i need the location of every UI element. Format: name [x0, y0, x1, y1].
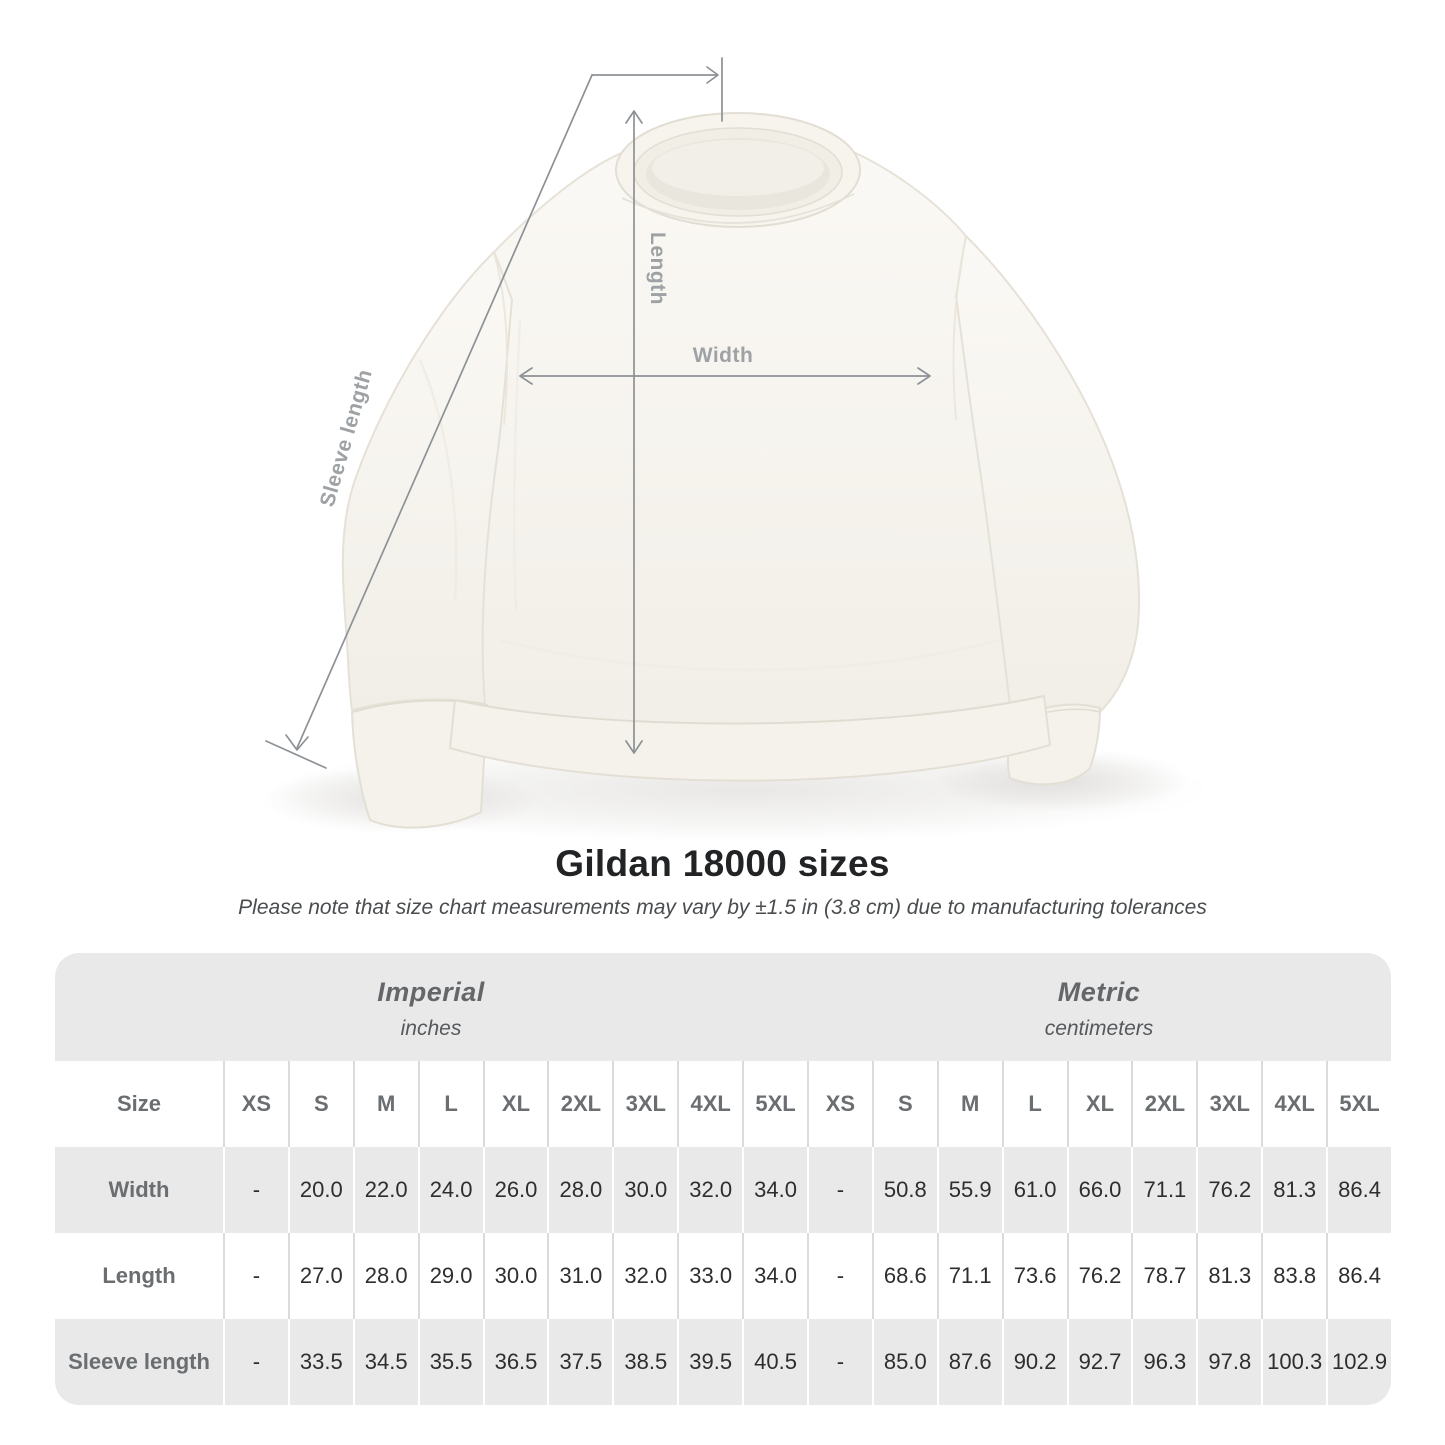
table-cell: 34.0 [742, 1147, 807, 1233]
size-header-cell: 4XL [677, 1061, 742, 1147]
size-header-cell: S [287, 1061, 353, 1147]
table-cell: 86.4 [1326, 1147, 1391, 1233]
table-cell: 40.5 [742, 1319, 807, 1405]
table-cell: - [806, 1319, 872, 1405]
size-header-cell: M [936, 1061, 1002, 1147]
table-cell: 37.5 [547, 1319, 613, 1405]
table-cell: 30.0 [612, 1147, 678, 1233]
table-cell: 29.0 [417, 1233, 483, 1319]
table-cell: 36.5 [482, 1319, 548, 1405]
arrow-right-icon [917, 367, 931, 385]
table-cell: 26.0 [482, 1147, 548, 1233]
table-cell: 35.5 [417, 1319, 483, 1405]
size-header-cell: XS [223, 1061, 288, 1147]
arrow-up-icon [625, 110, 643, 124]
table-cell: 71.1 [1131, 1147, 1197, 1233]
width-measure: Width [519, 344, 931, 385]
table-cell: 38.5 [612, 1319, 678, 1405]
table-cell: 71.1 [936, 1233, 1002, 1319]
table-cell: 24.0 [417, 1147, 483, 1233]
table-cell: 33.5 [287, 1319, 353, 1405]
metric-band: Metric centimeters [806, 953, 1391, 1061]
length-label: Length [646, 232, 669, 305]
table-cell: 22.0 [352, 1147, 418, 1233]
metric-unit: centimeters [1044, 1017, 1154, 1040]
tolerance-note: Please note that size chart measurements… [238, 896, 1207, 919]
size-header-cell: 3XL [612, 1061, 677, 1147]
table-cell: - [223, 1319, 288, 1405]
size-header-cell: 4XL [1261, 1061, 1326, 1147]
table-cell: 33.0 [677, 1233, 742, 1319]
arrow-left-icon [519, 367, 533, 385]
size-header-cell: XS [806, 1061, 872, 1147]
size-header-cell: 3XL [1196, 1061, 1261, 1147]
table-cell: 39.5 [677, 1319, 743, 1405]
arrow-down-left-icon [285, 734, 309, 751]
metric-title: Metric [1057, 977, 1141, 1007]
size-header-cell: 5XL [742, 1061, 807, 1147]
arrow-down-icon [625, 740, 643, 754]
size-header-cell: XL [1066, 1061, 1132, 1147]
imperial-unit: inches [400, 1017, 462, 1040]
row-label-sleeve-length: Sleeve length [55, 1319, 223, 1405]
arrow-right-icon [706, 66, 719, 84]
table-cell: 61.0 [1001, 1147, 1067, 1233]
table-cell: 30.0 [482, 1233, 548, 1319]
title-block: Gildan 18000 sizes Please note that size… [0, 843, 1445, 920]
table-cell: 31.0 [547, 1233, 612, 1319]
imperial-band: Imperial inches [55, 953, 807, 1061]
size-header-cell: 5XL [1326, 1061, 1391, 1147]
table-cell: 27.0 [287, 1233, 353, 1319]
table-cell: - [806, 1233, 872, 1319]
table-cell: 86.4 [1326, 1233, 1391, 1319]
table-cell: - [806, 1147, 872, 1233]
table-cell: 73.6 [1001, 1233, 1067, 1319]
size-header-cell: L [417, 1061, 483, 1147]
size-header-cell: L [1001, 1061, 1067, 1147]
table-cell: 81.3 [1196, 1233, 1261, 1319]
page-title: Gildan 18000 sizes [555, 843, 890, 884]
table-cell: 97.8 [1196, 1319, 1262, 1405]
table-cell: - [223, 1233, 288, 1319]
table-cell: 50.8 [871, 1147, 937, 1233]
length-measure: Length [625, 110, 669, 754]
size-header-cell: 2XL [1131, 1061, 1196, 1147]
table-cell: 102.9 [1326, 1319, 1391, 1405]
table-cell: 87.6 [936, 1319, 1002, 1405]
size-column-header: Size [116, 1091, 162, 1116]
table-cell: 34.0 [742, 1233, 807, 1319]
table-cell: 68.6 [871, 1233, 937, 1319]
width-label: Width [693, 344, 754, 367]
table-cell: 83.8 [1261, 1233, 1326, 1319]
size-header-cell: S [871, 1061, 937, 1147]
table-cell: 92.7 [1066, 1319, 1132, 1405]
table-cell: 100.3 [1261, 1319, 1327, 1405]
table-cell: 28.0 [547, 1147, 613, 1233]
table-cell: - [223, 1147, 288, 1233]
table-cell: 55.9 [936, 1147, 1002, 1233]
table-cell: 90.2 [1001, 1319, 1067, 1405]
size-header-cell: 2XL [547, 1061, 612, 1147]
table-cell: 81.3 [1261, 1147, 1327, 1233]
sweatshirt-illustration [260, 112, 1212, 842]
size-header-cell: XL [482, 1061, 548, 1147]
product-diagram: Length Width Sleeve length [260, 57, 1212, 842]
table-cell: 32.0 [677, 1147, 743, 1233]
table-cell: 85.0 [871, 1319, 937, 1405]
row-label-width: Width [55, 1147, 223, 1233]
imperial-title: Imperial [377, 977, 485, 1007]
row-label-length: Length [102, 1263, 176, 1288]
table-cell: 66.0 [1066, 1147, 1132, 1233]
size-header-cell: M [352, 1061, 418, 1147]
size-chart-table: Imperial inches Metric centimeters Size … [55, 953, 1391, 1405]
table-cell: 76.2 [1066, 1233, 1132, 1319]
table-cell: 96.3 [1131, 1319, 1197, 1405]
table-cell: 28.0 [352, 1233, 418, 1319]
table-cell: 76.2 [1196, 1147, 1262, 1233]
table-cell: 20.0 [287, 1147, 353, 1233]
table-cell: 78.7 [1131, 1233, 1196, 1319]
table-cell: 32.0 [612, 1233, 677, 1319]
table-cell: 34.5 [352, 1319, 418, 1405]
